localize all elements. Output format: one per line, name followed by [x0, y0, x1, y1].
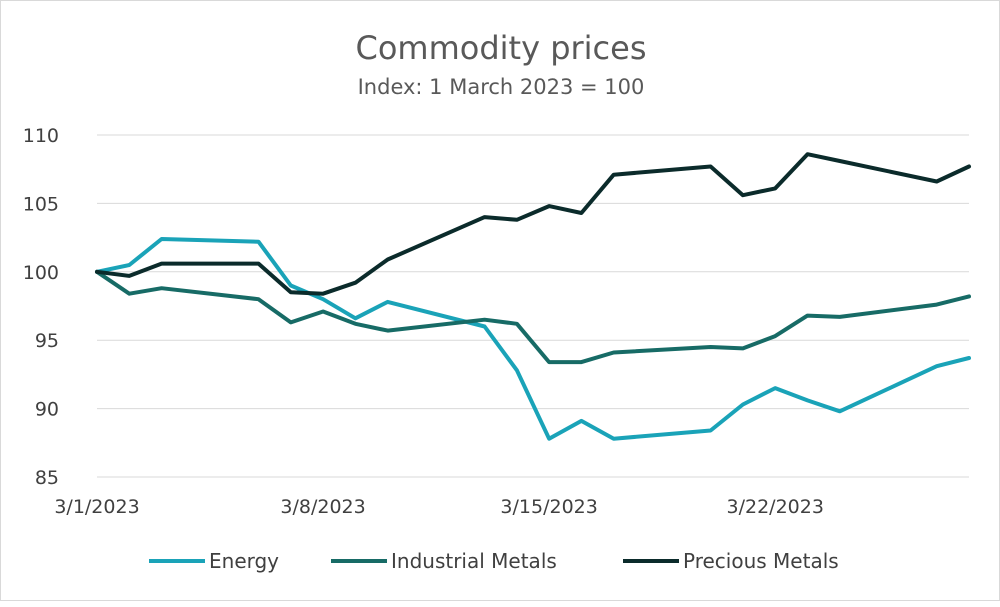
y-tick-label: 95	[35, 330, 59, 352]
y-tick-label: 110	[23, 125, 59, 147]
x-tick-label: 3/8/2023	[280, 496, 365, 518]
series-line-industrial-metals	[95, 269, 971, 365]
y-tick-label: 100	[23, 262, 59, 284]
x-tick-label: 3/22/2023	[727, 496, 824, 518]
legend-label-industrial-metals: Industrial Metals	[391, 549, 557, 573]
gridlines	[97, 134, 969, 478]
x-tick-label: 3/1/2023	[54, 496, 139, 518]
series-line-energy	[95, 237, 971, 441]
y-tick-label: 105	[23, 193, 59, 215]
series-lines	[95, 152, 971, 441]
y-axis-ticks: 85 90 95 100 105 110	[23, 125, 59, 489]
x-tick-label: 3/15/2023	[500, 496, 597, 518]
y-tick-label: 85	[35, 467, 59, 489]
y-tick-label: 90	[35, 399, 59, 421]
x-axis-ticks: 3/1/2023 3/8/2023 3/15/2023 3/22/2023	[54, 496, 824, 518]
chart-subtitle: Index: 1 March 2023 = 100	[358, 75, 645, 99]
chart-title: Commodity prices	[355, 29, 646, 67]
legend-label-precious-metals: Precious Metals	[683, 549, 839, 573]
legend-label-energy: Energy	[209, 549, 279, 573]
legend: Energy Industrial Metals Precious Metals	[149, 549, 839, 573]
series-line-precious-metals	[95, 152, 971, 296]
